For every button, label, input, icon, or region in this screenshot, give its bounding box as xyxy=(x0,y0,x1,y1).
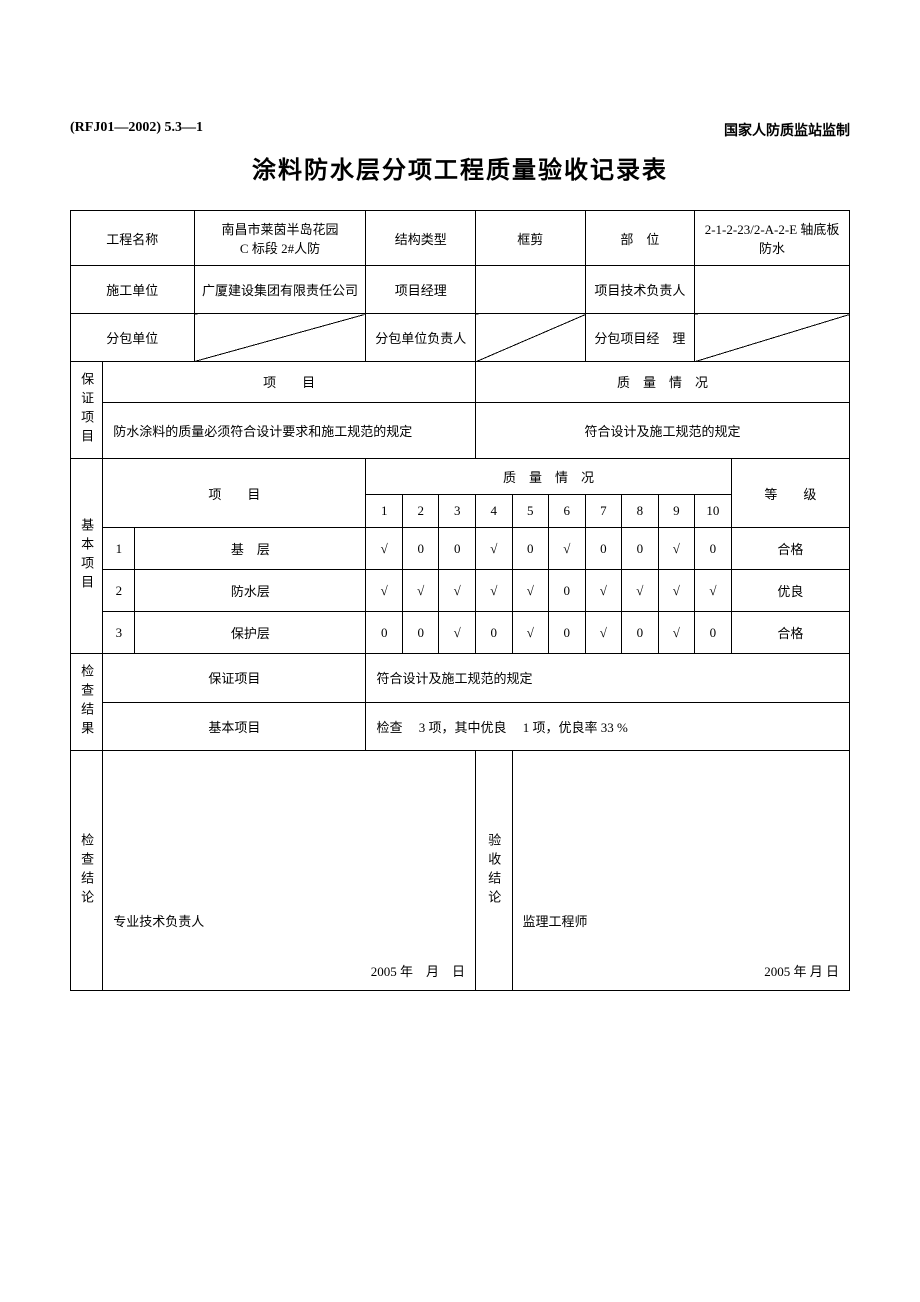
header-left-code: (RFJ01—2002) 5.3—1 xyxy=(70,120,203,140)
cell: 0 xyxy=(622,528,659,570)
cell: √ xyxy=(439,612,476,654)
cell: 0 xyxy=(402,528,439,570)
cell: 0 xyxy=(512,528,549,570)
project-name-label: 工程名称 xyxy=(71,211,195,266)
col-5: 5 xyxy=(512,495,549,528)
sub-pm-diag xyxy=(695,314,850,362)
cell: √ xyxy=(366,528,403,570)
basic-row-grade: 优良 xyxy=(731,570,849,612)
check-guarantee-label: 保证项目 xyxy=(103,654,366,703)
position: 2-1-2-23/2-A-2-E 轴底板防水 xyxy=(695,211,850,266)
sub-director-label: 分包单位负责人 xyxy=(366,314,476,362)
basic-row-grade: 合格 xyxy=(731,528,849,570)
cell: √ xyxy=(622,570,659,612)
cell: √ xyxy=(585,570,622,612)
cell: √ xyxy=(695,570,732,612)
basic-item-header: 项 目 xyxy=(103,459,366,528)
col-8: 8 xyxy=(622,495,659,528)
guarantee-quality-text: 符合设计及施工规范的规定 xyxy=(476,402,850,458)
structure-type: 框剪 xyxy=(476,211,586,266)
cell: √ xyxy=(476,528,513,570)
guarantee-quality-header: 质 量 情 况 xyxy=(476,362,850,403)
col-7: 7 xyxy=(585,495,622,528)
col-6: 6 xyxy=(549,495,586,528)
cell: √ xyxy=(366,570,403,612)
col-10: 10 xyxy=(695,495,732,528)
tech-director-sig-label: 专业技术负责人 xyxy=(113,911,204,930)
basic-row-name: 保护层 xyxy=(135,612,366,654)
basic-row-no: 1 xyxy=(103,528,135,570)
cell: √ xyxy=(658,612,695,654)
sub-director-diag xyxy=(476,314,586,362)
cell: √ xyxy=(658,570,695,612)
sub-pm-label: 分包项目经 理 xyxy=(585,314,695,362)
check-guarantee-value: 符合设计及施工规范的规定 xyxy=(366,654,850,703)
cell: 0 xyxy=(549,570,586,612)
check-result-label: 检查结果 xyxy=(71,654,103,751)
cell: 0 xyxy=(622,612,659,654)
supervisor-sig-label: 监理工程师 xyxy=(523,911,588,930)
conclusion-left-label: 检查结论 xyxy=(71,751,103,991)
structure-type-label: 结构类型 xyxy=(366,211,476,266)
project-manager-label: 项目经理 xyxy=(366,266,476,314)
guarantee-section-label: 保证项目 xyxy=(71,362,103,459)
conclusion-right-label: 验收结论 xyxy=(476,751,513,991)
cell: 0 xyxy=(366,612,403,654)
basic-grade-header: 等 级 xyxy=(731,459,849,528)
page-title: 涂料防水层分项工程质量验收记录表 xyxy=(70,150,850,185)
check-basic-label: 基本项目 xyxy=(103,702,366,751)
basic-section-label: 基本项目 xyxy=(71,459,103,654)
col-1: 1 xyxy=(366,495,403,528)
basic-row-name: 基 层 xyxy=(135,528,366,570)
right-date: 2005 年 月 日 xyxy=(764,961,839,980)
cell: √ xyxy=(402,570,439,612)
construction-unit-label: 施工单位 xyxy=(71,266,195,314)
col-9: 9 xyxy=(658,495,695,528)
col-3: 3 xyxy=(439,495,476,528)
cell: 0 xyxy=(402,612,439,654)
cell: √ xyxy=(476,570,513,612)
subcontractor-label: 分包单位 xyxy=(71,314,195,362)
conclusion-right-cell: 监理工程师 2005 年 月 日 xyxy=(512,751,849,991)
cell: 0 xyxy=(476,612,513,654)
cell: √ xyxy=(549,528,586,570)
basic-row-name: 防水层 xyxy=(135,570,366,612)
col-4: 4 xyxy=(476,495,513,528)
basic-row-no: 3 xyxy=(103,612,135,654)
cell: 0 xyxy=(695,612,732,654)
conclusion-left-cell: 专业技术负责人 2005 年 月 日 xyxy=(103,751,476,991)
basic-row-no: 2 xyxy=(103,570,135,612)
position-label: 部 位 xyxy=(585,211,695,266)
cell: √ xyxy=(585,612,622,654)
header-right-code: 国家人防质监站监制 xyxy=(724,120,850,140)
guarantee-item-text: 防水涂料的质量必须符合设计要求和施工规范的规定 xyxy=(103,402,476,458)
tech-director-label: 项目技术负责人 xyxy=(585,266,695,314)
cell: 0 xyxy=(695,528,732,570)
project-name: 南昌市莱茵半岛花园 C 标段 2#人防 xyxy=(194,211,366,266)
main-table: 工程名称 南昌市莱茵半岛花园 C 标段 2#人防 结构类型 框剪 部 位 2-1… xyxy=(70,210,850,991)
tech-director xyxy=(695,266,850,314)
col-2: 2 xyxy=(402,495,439,528)
check-basic-value: 检查 3 项，其中优良 1 项，优良率 33 % xyxy=(366,702,850,751)
cell: 0 xyxy=(549,612,586,654)
basic-quality-header: 质 量 情 况 xyxy=(366,459,731,495)
construction-unit: 广厦建设集团有限责任公司 xyxy=(194,266,366,314)
guarantee-item-header: 项 目 xyxy=(103,362,476,403)
cell: √ xyxy=(439,570,476,612)
cell: √ xyxy=(658,528,695,570)
left-date: 2005 年 月 日 xyxy=(371,961,465,980)
basic-row-grade: 合格 xyxy=(731,612,849,654)
cell: √ xyxy=(512,570,549,612)
cell: 0 xyxy=(585,528,622,570)
subcontractor-diag xyxy=(194,314,366,362)
cell: 0 xyxy=(439,528,476,570)
cell: √ xyxy=(512,612,549,654)
project-manager xyxy=(476,266,586,314)
